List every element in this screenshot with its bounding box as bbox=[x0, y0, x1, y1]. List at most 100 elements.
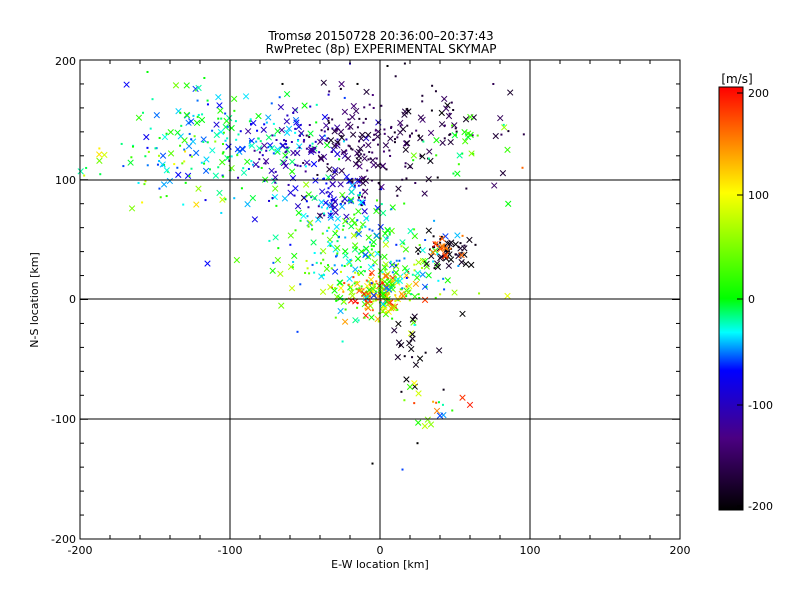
point-cross bbox=[347, 196, 355, 203]
point-dot bbox=[309, 105, 312, 108]
point-cross bbox=[280, 159, 288, 167]
point-dot bbox=[336, 138, 339, 141]
point-dot bbox=[330, 286, 333, 289]
point-dot bbox=[431, 84, 434, 87]
point-cross bbox=[363, 88, 370, 96]
point-dot bbox=[415, 129, 418, 132]
point-dot bbox=[408, 134, 411, 137]
point-dot bbox=[354, 233, 357, 236]
point-cross bbox=[367, 263, 375, 271]
point-cross bbox=[421, 422, 429, 430]
point-cross bbox=[213, 131, 220, 139]
point-cross bbox=[128, 205, 136, 212]
point-dot bbox=[260, 166, 263, 169]
point-cross bbox=[358, 248, 365, 255]
point-cross bbox=[412, 361, 420, 368]
point-cross bbox=[373, 232, 380, 239]
point-dot bbox=[363, 144, 366, 147]
point-dot bbox=[285, 143, 288, 146]
point-dot bbox=[289, 243, 292, 246]
point-cross bbox=[452, 241, 459, 248]
point-cross bbox=[406, 339, 413, 347]
point-dot bbox=[336, 128, 339, 131]
point-dot bbox=[275, 204, 278, 207]
point-dot bbox=[363, 106, 366, 109]
point-dot bbox=[459, 242, 462, 245]
point-dot bbox=[433, 219, 436, 222]
point-dot bbox=[230, 155, 233, 158]
point-cross bbox=[398, 341, 405, 349]
point-cross bbox=[174, 129, 181, 136]
point-dot bbox=[406, 124, 409, 127]
point-dot bbox=[399, 124, 402, 127]
point-cross bbox=[303, 159, 311, 166]
point-dot bbox=[320, 206, 323, 209]
point-dot bbox=[277, 247, 280, 250]
data-points bbox=[77, 62, 525, 471]
point-dot bbox=[384, 268, 387, 271]
point-cross bbox=[338, 203, 346, 210]
point-dot bbox=[400, 390, 403, 393]
point-cross bbox=[382, 261, 390, 268]
point-cross bbox=[421, 296, 429, 304]
point-cross bbox=[458, 259, 465, 266]
point-dot bbox=[478, 292, 481, 295]
point-dot bbox=[412, 159, 415, 162]
point-dot bbox=[192, 114, 195, 117]
point-dot bbox=[403, 257, 406, 260]
point-cross bbox=[143, 133, 150, 141]
point-dot bbox=[251, 163, 254, 166]
point-dot bbox=[360, 285, 363, 288]
point-cross bbox=[365, 234, 372, 241]
point-dot bbox=[327, 119, 330, 122]
point-dot bbox=[323, 214, 326, 217]
point-dot bbox=[335, 143, 338, 146]
point-cross bbox=[217, 107, 224, 114]
point-cross bbox=[383, 272, 390, 279]
point-dot bbox=[217, 117, 220, 120]
point-dot bbox=[421, 100, 424, 103]
point-cross bbox=[159, 161, 166, 168]
point-cross bbox=[392, 269, 400, 276]
point-dot bbox=[394, 138, 397, 141]
point-cross bbox=[444, 277, 451, 284]
point-dot bbox=[381, 281, 384, 284]
point-dot bbox=[411, 273, 414, 276]
x-tick-label: -200 bbox=[68, 544, 93, 557]
point-dot bbox=[360, 204, 363, 207]
point-cross bbox=[274, 146, 281, 153]
point-cross bbox=[409, 335, 416, 342]
point-dot bbox=[317, 205, 320, 208]
point-cross bbox=[240, 169, 248, 176]
point-dot bbox=[239, 130, 242, 133]
point-dot bbox=[313, 271, 316, 274]
point-dot bbox=[366, 217, 369, 220]
point-cross bbox=[287, 189, 294, 196]
point-dot bbox=[375, 280, 378, 283]
point-dot bbox=[315, 261, 318, 264]
point-dot bbox=[305, 259, 308, 262]
point-dot bbox=[439, 293, 442, 296]
point-cross bbox=[161, 133, 169, 141]
point-dot bbox=[249, 118, 252, 121]
point-cross bbox=[414, 270, 421, 277]
point-cross bbox=[425, 176, 432, 183]
point-cross bbox=[421, 190, 428, 197]
point-cross bbox=[436, 412, 444, 419]
point-dot bbox=[253, 149, 256, 152]
point-dot bbox=[311, 228, 314, 231]
point-dot bbox=[361, 226, 364, 229]
point-cross bbox=[382, 142, 390, 149]
point-dot bbox=[394, 276, 397, 279]
point-cross bbox=[435, 347, 443, 354]
point-dot bbox=[418, 296, 421, 299]
point-cross bbox=[213, 121, 220, 128]
point-dot bbox=[182, 203, 185, 206]
point-dot bbox=[344, 236, 347, 239]
point-cross bbox=[274, 148, 281, 155]
point-cross bbox=[409, 316, 417, 323]
point-cross bbox=[172, 82, 180, 89]
point-cross bbox=[454, 232, 461, 239]
point-cross bbox=[193, 149, 200, 157]
point-dot bbox=[369, 241, 372, 244]
